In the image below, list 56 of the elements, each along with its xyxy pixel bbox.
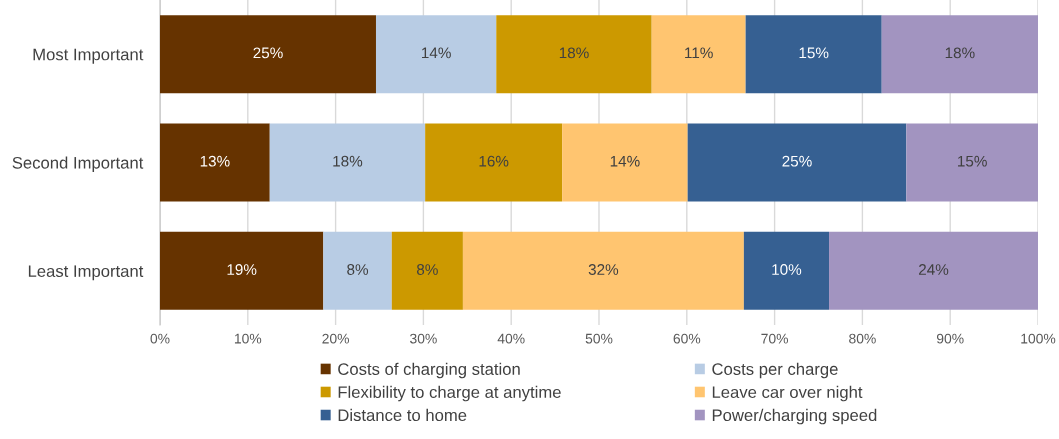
legend-label: Flexibility to charge at anytime: [338, 385, 561, 402]
x-tick-label: 30%: [410, 333, 437, 344]
data-label: 18%: [559, 47, 589, 59]
bar: [391, 231, 463, 310]
data-label: 16%: [479, 155, 509, 167]
bar: [829, 231, 1038, 310]
data-label: 25%: [253, 47, 283, 59]
data-label: 8%: [347, 264, 369, 275]
bar: [160, 15, 376, 94]
x-tick-label: 100%: [1021, 333, 1056, 344]
x-tick-label: 70%: [761, 333, 789, 344]
x-tick-label: 90%: [936, 333, 964, 344]
legend-label: Leave car over night: [712, 385, 863, 402]
bar: [496, 15, 652, 94]
data-label: 25%: [782, 155, 812, 167]
x-tick-label: 10%: [234, 333, 262, 344]
data-label: 24%: [919, 264, 949, 275]
x-tick-label: 40%: [497, 333, 525, 344]
bar: [375, 15, 497, 94]
data-label: 11%: [685, 47, 713, 59]
data-label: 15%: [958, 155, 987, 167]
data-label: 14%: [610, 155, 640, 167]
bar: [687, 123, 907, 202]
bar: [323, 231, 392, 310]
bar: [462, 231, 744, 310]
legend-label: Costs per charge: [712, 362, 838, 379]
y-tick-label: Least Important: [28, 265, 144, 281]
bar: [651, 15, 746, 94]
data-label: 14%: [422, 47, 451, 59]
x-tick-label: 0%: [150, 333, 170, 344]
bar: [160, 123, 270, 202]
x-tick-label: 50%: [585, 333, 613, 344]
legend-label: Costs of charging station: [338, 362, 520, 379]
y-tick-label: Most Important: [33, 48, 144, 64]
data-label: 10%: [772, 264, 802, 275]
bar: [743, 231, 830, 310]
data-label: 18%: [333, 155, 363, 167]
bar: [562, 123, 688, 202]
x-tick-label: 20%: [322, 333, 350, 344]
bar: [160, 231, 324, 310]
bar: [269, 123, 426, 202]
data-label: 19%: [227, 264, 257, 275]
bar: [906, 123, 1038, 202]
y-tick-label: Second Important: [12, 156, 144, 172]
x-tick-label: 80%: [849, 333, 876, 344]
bar: [425, 123, 563, 202]
bar: [745, 15, 882, 94]
data-label: 32%: [588, 264, 619, 275]
data-label: 13%: [200, 155, 230, 167]
x-tick-label: 60%: [673, 333, 701, 344]
data-label: 18%: [945, 47, 975, 59]
legend-label: Power/charging speed: [712, 408, 877, 425]
legend-label: Distance to home: [338, 408, 467, 422]
bar: [881, 15, 1038, 94]
data-label: 8%: [416, 264, 438, 275]
data-label: 15%: [799, 47, 829, 59]
